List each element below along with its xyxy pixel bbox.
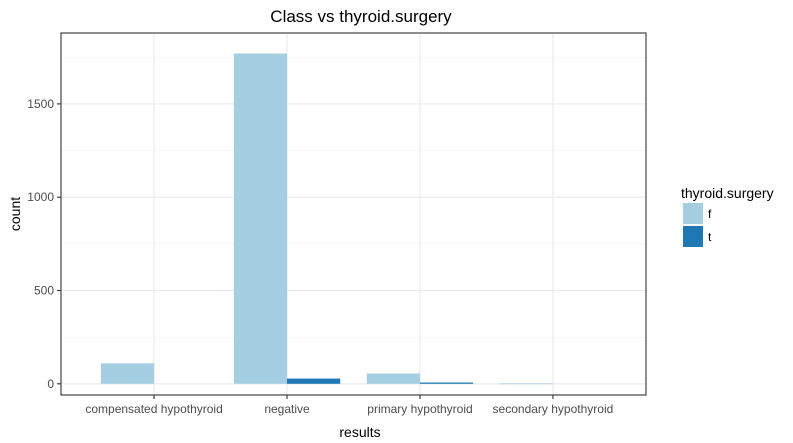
x-tick-label: secondary hypothyroid xyxy=(493,402,614,416)
plot-panel xyxy=(60,32,647,396)
legend-key-f xyxy=(683,203,703,224)
y-tick-label: 0 xyxy=(47,377,54,391)
x-tick-label: negative xyxy=(264,402,310,416)
y-tick-label: 1000 xyxy=(27,190,54,204)
bar-t-2 xyxy=(419,382,474,384)
legend-title: thyroid.surgery xyxy=(681,185,774,201)
bar-t-1 xyxy=(287,378,341,384)
x-axis: compensated hypothyroid negative primary h… xyxy=(85,395,613,416)
x-tick-label: primary hypothyroid xyxy=(367,402,472,416)
legend-label-f: f xyxy=(708,207,712,221)
legend-label-t: t xyxy=(708,230,712,244)
bar-f-3 xyxy=(499,383,553,385)
y-tick-label: 500 xyxy=(34,284,54,298)
legend: thyroid.surgery ft xyxy=(681,185,774,247)
bar-f-2 xyxy=(366,373,420,384)
x-axis-title: results xyxy=(339,424,380,440)
bars xyxy=(100,53,553,385)
y-tick-label: 1500 xyxy=(27,97,54,111)
y-axis: 0 500 1000 1500 xyxy=(27,97,61,391)
grid-minor xyxy=(61,56,646,338)
bar-f-0 xyxy=(100,363,155,384)
legend-key-t xyxy=(683,226,703,247)
y-axis-title: count xyxy=(7,197,23,231)
x-tick-label: compensated hypothyroid xyxy=(85,402,222,416)
bar-f-1 xyxy=(233,53,288,384)
chart-title: Class vs thyroid.surgery xyxy=(270,7,452,26)
